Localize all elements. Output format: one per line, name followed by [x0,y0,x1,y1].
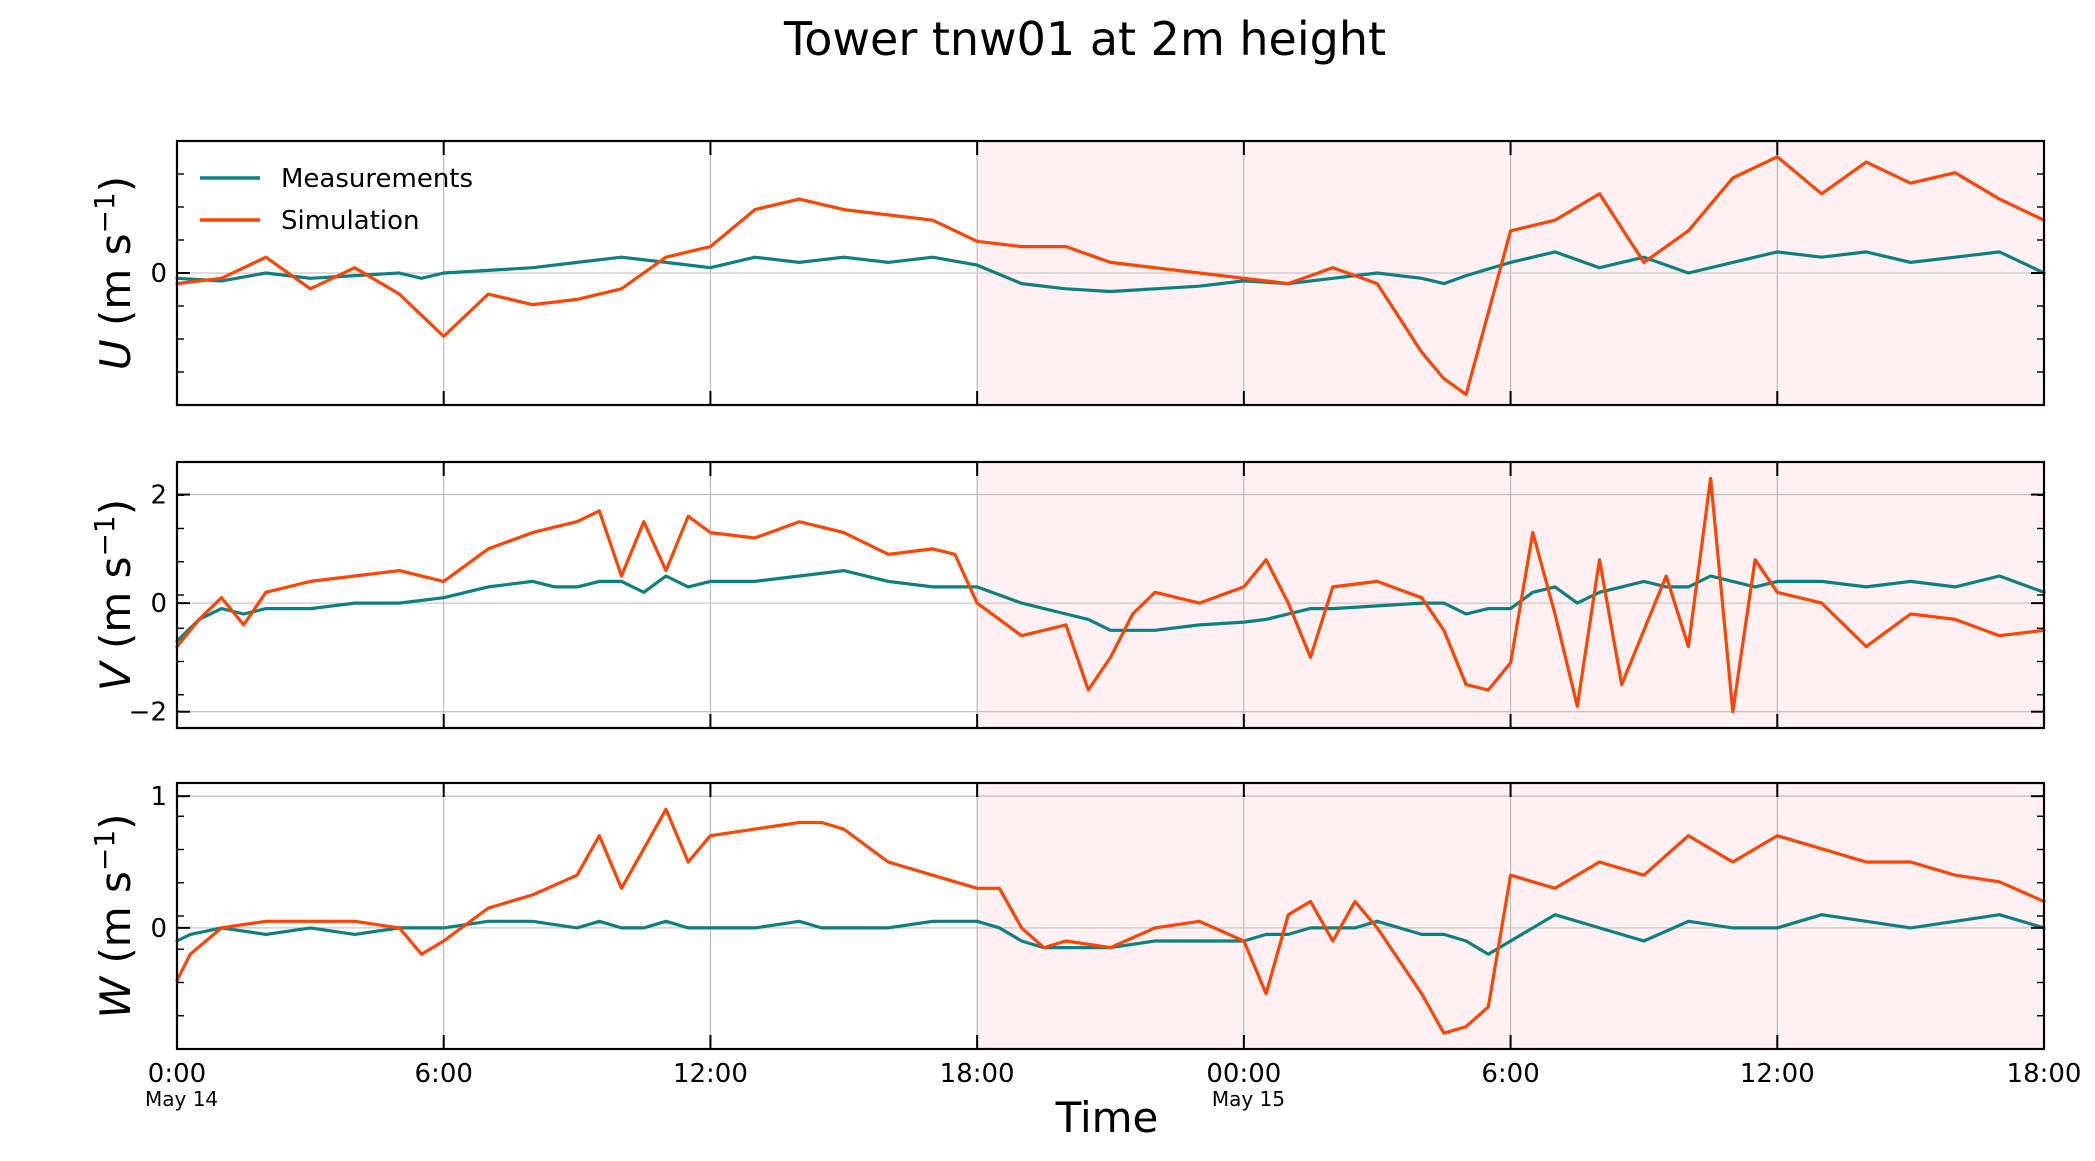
y-tick-label: 0 [150,914,167,944]
date-label: May 15 [1212,1087,1285,1111]
y-axis-close: ) [91,499,140,515]
y-tick-label: 1 [150,782,167,812]
y-axis-var: W [91,964,140,1019]
y-axis-title-w: W (m s−1) [88,813,140,1018]
panels: 0U (m s−1)20−2V (m s−1)10W (m s−1)Measur… [88,139,2046,1051]
y-axis-exp: −1 [88,192,121,233]
x-tick-label: 6:00 [1481,1059,1539,1089]
panel-w: 10W (m s−1) [88,781,2046,1051]
y-axis-unit: (m s [91,871,140,964]
panel-u: 0 U (m s−1) [88,139,2046,407]
y-axis-var: U [91,326,140,370]
x-tick-label: 0:00 [148,1059,206,1089]
x-tick-label: 18:00 [940,1059,1015,1089]
x-tick-label: 18:00 [2007,1059,2082,1089]
y-axis-close: ) [91,813,140,829]
y-axis-exp: −1 [88,515,121,556]
y-tick-label: 0 [150,259,167,289]
y-axis-title-u: U (m s−1) [88,176,140,370]
x-axis-title: Time [1055,1093,1159,1142]
y-axis-unit: (m s [91,234,140,327]
x-tick-label: 12:00 [673,1059,748,1089]
legend-label: Simulation [281,206,420,236]
legend-label: Measurements [281,164,473,194]
series-simulation-v [175,476,2046,714]
series-measurements-v [175,569,2046,643]
date-label: May 14 [145,1087,218,1111]
series-simulation-w [175,807,2046,1035]
y-tick-label: −2 [129,698,167,728]
panel-v: 2 0 −2 V (m s−1) [88,460,2046,730]
series-measurements-u [175,250,2046,294]
x-tick-label: 6:00 [415,1059,473,1089]
y-tick-label: 2 [150,481,167,511]
series-simulation-u [175,155,2046,396]
series-measurements-w [175,913,2046,956]
y-axis-title-v: V (m s−1) [88,499,140,691]
legend: Measurements Simulation [200,164,473,236]
x-tick-label: 00:00 [1206,1059,1281,1089]
y-axis-var: V [91,649,140,691]
y-axis-unit: (m s [91,557,140,650]
y-axis-exp: −1 [88,830,121,871]
chart-title: Tower tnw01 at 2m height [783,12,1386,66]
time-axis: 0:00 6:00 12:00 18:00 00:00 6:00 12:00 18:00 May… [145,1059,2081,1111]
x-tick-label: 12:00 [1740,1059,1815,1089]
y-tick-label: 0 [150,589,167,619]
y-axis-close: ) [91,176,140,192]
